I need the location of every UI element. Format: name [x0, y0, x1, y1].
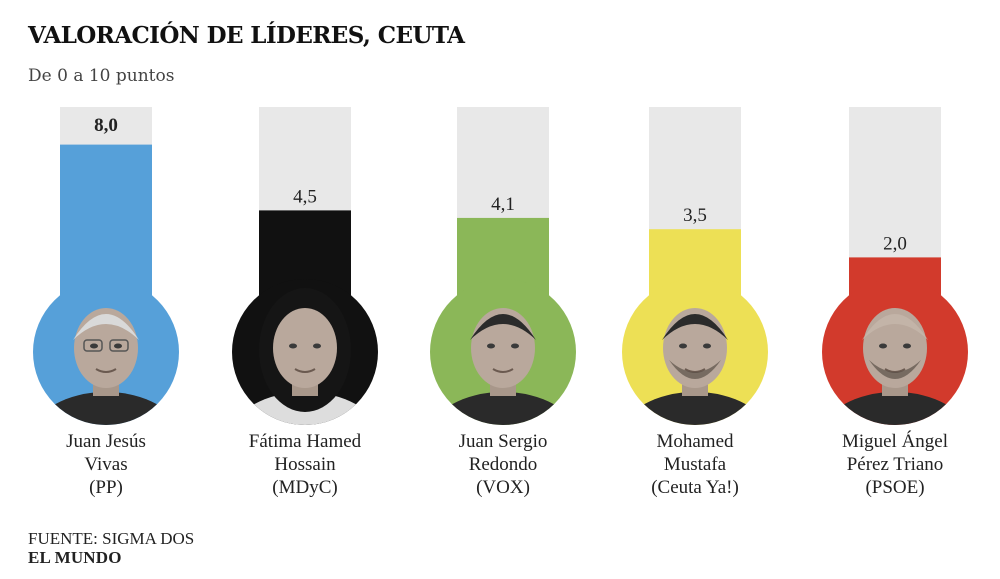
leader-party: (VOX): [476, 477, 530, 498]
leader-name-line: Pérez Triano: [846, 454, 944, 475]
chart-subtitle: De 0 a 10 puntos: [28, 66, 175, 86]
chart-footer: FUENTE: SIGMA DOS EL MUNDO: [28, 529, 194, 567]
leader-name-line: Fátima Hamed: [248, 431, 362, 452]
chart-title: VALORACIÓN DE LÍDERES, CEUTA: [28, 22, 465, 49]
leader-name-line: Hossain: [274, 454, 336, 475]
source-label: FUENTE:: [28, 529, 98, 548]
bar-value-label: 4,5: [293, 186, 317, 207]
source-name: SIGMA DOS: [102, 529, 195, 548]
leader-name-line: Redondo: [468, 454, 538, 475]
bar-value-label: 4,1: [491, 194, 515, 215]
leader-photo: [34, 308, 178, 425]
leader-party: (PSOE): [865, 477, 925, 498]
leader-name-line: Juan Sergio: [458, 431, 548, 452]
bar-value-label: 3,5: [683, 205, 707, 226]
leader-party: (MDyC): [272, 477, 338, 498]
leader-name-line: Juan Jesús: [66, 431, 146, 452]
leader-party: (Ceuta Ya!): [651, 477, 739, 498]
brand-logo: EL MUNDO: [28, 548, 122, 567]
bar-value-label: 8,0: [94, 115, 118, 136]
leader-name-line: Mustafa: [663, 454, 727, 475]
leader-photo: [623, 308, 767, 425]
leader-name: Juan Sergio Redondo (VOX): [408, 430, 598, 499]
leader-party: (PP): [89, 477, 123, 498]
leader-name: Mohamed Mustafa (Ceuta Ya!): [600, 430, 790, 499]
bar-value-label: 2,0: [883, 233, 907, 254]
leader-photo: [233, 288, 377, 425]
leader-photo: [431, 308, 575, 425]
leader-name: Miguel Ángel Pérez Triano (PSOE): [800, 430, 990, 499]
leader-name-line: Mohamed: [656, 431, 734, 452]
leader-photo: [823, 308, 967, 425]
bar: [60, 144, 152, 305]
leader-name: Fátima Hamed Hossain (MDyC): [210, 430, 400, 499]
leader-name-line: Vivas: [84, 454, 128, 475]
leader-name: Juan Jesús Vivas (PP): [11, 430, 201, 499]
leader-name-line: Miguel Ángel: [841, 431, 949, 452]
